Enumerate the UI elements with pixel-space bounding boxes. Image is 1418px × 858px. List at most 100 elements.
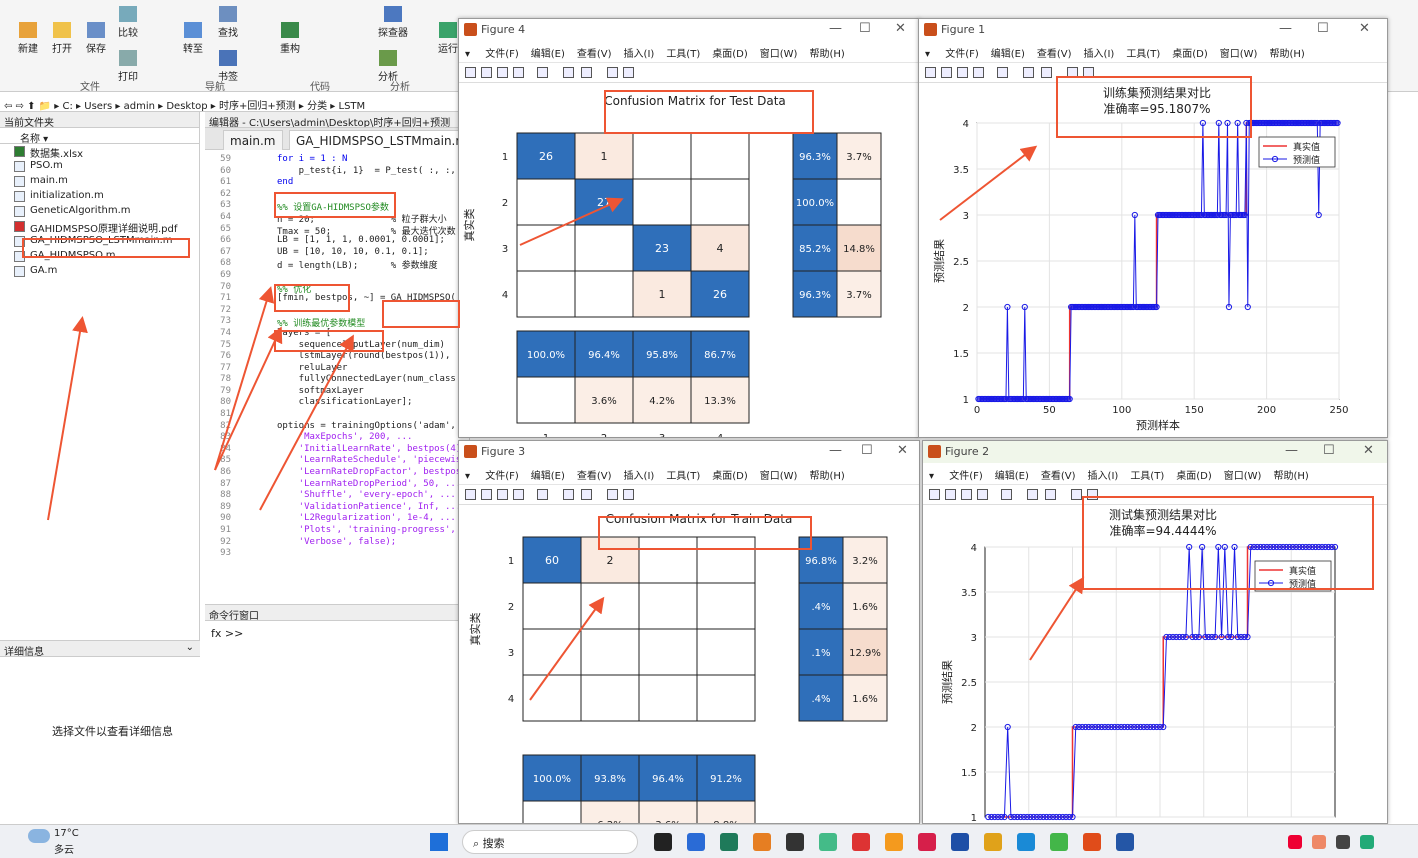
file-item[interactable]: 数据集.xlsx <box>0 144 199 160</box>
figure-menu-item[interactable]: 帮助(H) <box>1273 471 1309 482</box>
figure-1-window[interactable]: Figure 1 — ☐ ✕ ▾ 文件(F) 编辑(E) 查看(V) 插入(I) 工具(… <box>918 18 1388 438</box>
toolbar-button-icon[interactable] <box>581 67 592 78</box>
toolbar-button-icon[interactable] <box>1027 489 1038 500</box>
toolbar-button-icon[interactable] <box>581 489 592 500</box>
taskbar-app-icon[interactable] <box>852 833 870 851</box>
figure-menu-item[interactable]: 文件(F) <box>945 49 979 60</box>
minimize-button[interactable]: — <box>829 443 842 458</box>
toolbar-button-icon[interactable] <box>563 489 574 500</box>
toolbar-button-icon[interactable] <box>941 67 952 78</box>
taskbar-app-icon[interactable] <box>918 833 936 851</box>
taskbar-search[interactable]: ⌕ 搜索 <box>462 830 638 854</box>
ribbon-button-7[interactable]: 书签 <box>218 50 238 83</box>
toolbar-button-icon[interactable] <box>973 67 984 78</box>
toolbar-button-icon[interactable] <box>1087 489 1098 500</box>
figure-menu-item[interactable]: 桌面(D) <box>1176 471 1212 482</box>
figure-menu-item[interactable]: 帮助(H) <box>809 49 845 60</box>
menu-dropdown-icon[interactable]: ▾ <box>465 471 474 482</box>
file-item[interactable]: GAHIDMSPSO原理详细说明.pdf <box>0 219 199 235</box>
toolbar-button-icon[interactable] <box>997 67 1008 78</box>
file-item[interactable]: GA.m <box>0 264 199 279</box>
figure-menu-item[interactable]: 插入(I) <box>623 471 655 482</box>
code-area[interactable]: 59 for i = 1 : N 60 p_test{i, 1} = P_test(… <box>205 154 469 560</box>
tray-icon[interactable] <box>1288 835 1302 849</box>
taskbar-app-icon[interactable] <box>1050 833 1068 851</box>
ribbon-button-6[interactable]: 查找 <box>218 6 238 39</box>
taskbar-app-icon[interactable] <box>984 833 1002 851</box>
toolbar-button-icon[interactable] <box>481 67 492 78</box>
maximize-button[interactable]: ☐ <box>859 21 871 36</box>
figure-1-titlebar[interactable]: Figure 1 — ☐ ✕ <box>919 19 1387 41</box>
figure-menu-item[interactable]: 桌面(D) <box>1172 49 1208 60</box>
ribbon-button-1[interactable]: 打开 <box>52 22 72 55</box>
figure-menu-item[interactable]: 窗口(W) <box>759 49 798 60</box>
figure-menu-item[interactable]: 工具(T) <box>666 49 701 60</box>
figure-4-window[interactable]: Figure 4 — ☐ ✕ ▾ 文件(F) 编辑(E) 查看(V) 插入(I) 工具(… <box>458 18 920 438</box>
toolbar-button-icon[interactable] <box>925 67 936 78</box>
toolbar-button-icon[interactable] <box>513 67 524 78</box>
figure-menu-item[interactable]: 帮助(H) <box>809 471 845 482</box>
file-item[interactable]: PSO.m <box>0 159 199 174</box>
toolbar-button-icon[interactable] <box>957 67 968 78</box>
file-item[interactable]: GeneticAlgorithm.m <box>0 204 199 219</box>
figure-menu-item[interactable]: 查看(V) <box>576 49 612 60</box>
taskbar-app-icon[interactable] <box>1116 833 1134 851</box>
figure-menu-item[interactable]: 编辑(E) <box>530 49 565 60</box>
minimize-button[interactable]: — <box>829 21 842 36</box>
close-button[interactable]: ✕ <box>1359 21 1370 36</box>
nav-arrows-icon[interactable]: ⇦ ⇨ ⬆ 📁 ▸ <box>4 101 63 112</box>
figure-menu-item[interactable]: 工具(T) <box>666 471 701 482</box>
figure-menu-item[interactable]: 文件(F) <box>485 471 519 482</box>
taskbar-app-icon[interactable] <box>1083 833 1101 851</box>
ribbon-button-8[interactable]: 重构 <box>280 22 300 55</box>
figure-2-titlebar[interactable]: Figure 2 — ☐ ✕ <box>923 441 1387 463</box>
toolbar-button-icon[interactable] <box>977 489 988 500</box>
command-prompt[interactable]: fx >> <box>211 627 244 640</box>
toolbar-button-icon[interactable] <box>607 67 618 78</box>
figure-menu-item[interactable]: 查看(V) <box>1036 49 1072 60</box>
taskbar-app-icon[interactable] <box>753 833 771 851</box>
file-item[interactable]: main.m <box>0 174 199 189</box>
menu-dropdown-icon[interactable]: ▾ <box>929 471 938 482</box>
figure-3-window[interactable]: Figure 3 — ☐ ✕ ▾ 文件(F) 编辑(E) 查看(V) 插入(I) 工具(… <box>458 440 920 824</box>
figure-menu-item[interactable]: 桌面(D) <box>712 471 748 482</box>
weather-desc[interactable]: 多云 <box>54 845 74 856</box>
tray-icon[interactable] <box>1336 835 1350 849</box>
name-column-header[interactable]: 名称 <box>20 134 40 145</box>
figure-menu-item[interactable]: 帮助(H) <box>1269 49 1305 60</box>
figure-menu-item[interactable]: 窗口(W) <box>1223 471 1262 482</box>
close-button[interactable]: ✕ <box>895 21 906 36</box>
figure-menu-item[interactable]: 桌面(D) <box>712 49 748 60</box>
minimize-button[interactable]: — <box>1279 21 1292 36</box>
taskbar-app-icon[interactable] <box>654 833 672 851</box>
toolbar-button-icon[interactable] <box>1045 489 1056 500</box>
toolbar-button-icon[interactable] <box>945 489 956 500</box>
path-segment[interactable]: 分类 ▸ <box>307 101 339 112</box>
taskbar-app-icon[interactable] <box>687 833 705 851</box>
figure-menu-item[interactable]: 插入(I) <box>1087 471 1119 482</box>
toolbar-button-icon[interactable] <box>497 489 508 500</box>
file-list-header[interactable]: 名称 ▾ <box>0 128 199 145</box>
tab-ga-hidmspso-lstmmain[interactable]: GA_HIDMSPSO_LSTMmain.m <box>289 130 469 150</box>
chevron-down-icon[interactable]: ⌄ <box>185 642 194 653</box>
minimize-button[interactable]: — <box>1285 443 1298 458</box>
toolbar-button-icon[interactable] <box>961 489 972 500</box>
figure-menu-item[interactable]: 文件(F) <box>949 471 983 482</box>
figure-menu-item[interactable]: 插入(I) <box>1083 49 1115 60</box>
figure-menu-item[interactable]: 编辑(E) <box>994 471 1029 482</box>
toolbar-button-icon[interactable] <box>465 67 476 78</box>
file-item[interactable]: initialization.m <box>0 189 199 204</box>
tab-main[interactable]: main.m <box>223 130 283 150</box>
ribbon-button-0[interactable]: 新建 <box>18 22 38 55</box>
path-segment[interactable]: C: ▸ <box>62 101 85 112</box>
path-segment[interactable]: LSTM <box>338 101 366 112</box>
toolbar-button-icon[interactable] <box>607 489 618 500</box>
figure-menu-item[interactable]: 文件(F) <box>485 49 519 60</box>
close-button[interactable]: ✕ <box>897 443 908 458</box>
maximize-button[interactable]: ☐ <box>1323 443 1335 458</box>
path-segment[interactable]: Users ▸ <box>84 101 124 112</box>
toolbar-button-icon[interactable] <box>563 67 574 78</box>
toolbar-button-icon[interactable] <box>1001 489 1012 500</box>
toolbar-button-icon[interactable] <box>465 489 476 500</box>
figure-menu-item[interactable]: 编辑(E) <box>530 471 565 482</box>
